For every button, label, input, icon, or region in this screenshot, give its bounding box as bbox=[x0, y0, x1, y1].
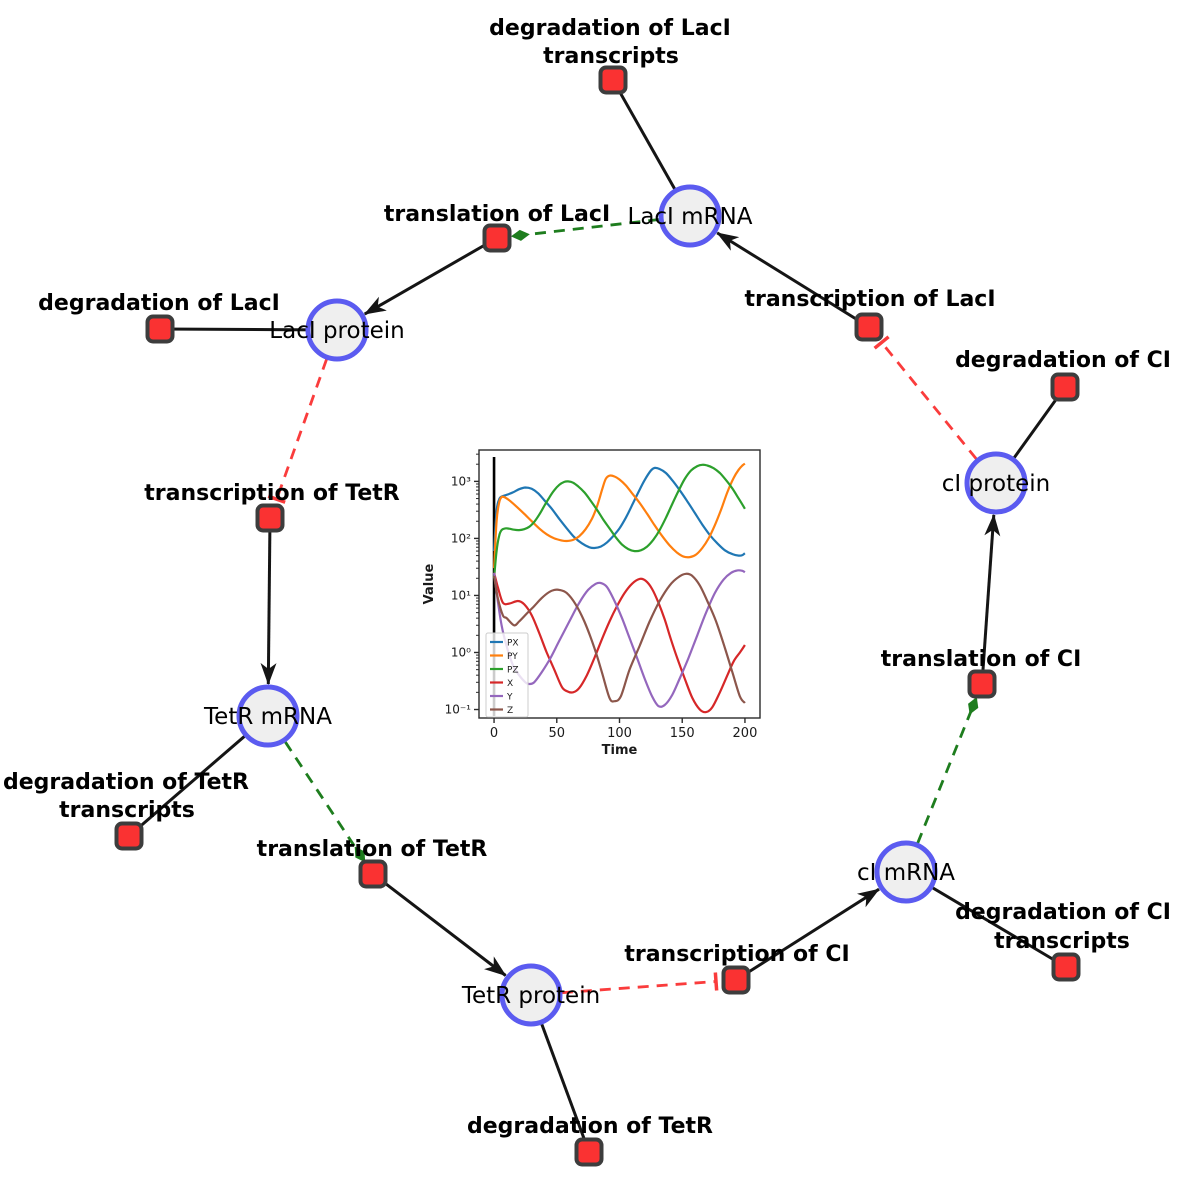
species-label-laci-protein: LacI protein bbox=[269, 318, 404, 344]
reaction-label-deg-tetr-transcripts-1: degradation of TetR bbox=[3, 770, 249, 795]
edge-transcription-ci-to-ci-mrna bbox=[735, 887, 880, 982]
edges-layer bbox=[128, 79, 1067, 1153]
species-node-ci-mrna[interactable] bbox=[874, 840, 938, 904]
series-line-PY bbox=[493, 462, 746, 569]
nodes-layer bbox=[114, 65, 1081, 1167]
legend-label-PZ: PZ bbox=[507, 666, 519, 676]
species-node-laci-protein[interactable] bbox=[305, 298, 369, 362]
reaction-label-transcription-ci: transcription of CI bbox=[624, 942, 849, 967]
x-tick-label: 100 bbox=[607, 726, 632, 741]
species-label-laci-mrna: LacI mRNA bbox=[628, 204, 753, 230]
edge-tetr-protein-inhibits-transcription-ci bbox=[561, 972, 719, 995]
series-line-Z bbox=[493, 572, 746, 704]
edge-ci-protein-inhibits-transcription-laci bbox=[873, 335, 978, 460]
reaction-node-deg-ci[interactable] bbox=[1050, 372, 1080, 402]
species-label-tetr-mrna: TetR mRNA bbox=[203, 704, 332, 730]
species-node-ci-protein[interactable] bbox=[964, 451, 1028, 515]
reaction-node-transcription-ci[interactable] bbox=[721, 965, 751, 995]
reaction-label-translation-ci: translation of CI bbox=[881, 647, 1082, 672]
reaction-label-deg-tetr-transcripts-2: transcripts bbox=[59, 798, 195, 823]
x-tick-label: 150 bbox=[670, 726, 695, 741]
edge-tetr-mrna-modifies-translation-tetr bbox=[284, 741, 366, 863]
y-tick-label: 10⁻¹ bbox=[445, 703, 472, 717]
reaction-node-deg-laci-transcripts[interactable] bbox=[598, 65, 628, 95]
series-line-X bbox=[493, 572, 746, 714]
edge-transcription-laci-to-laci-mrna bbox=[716, 231, 870, 329]
legend-label-Z: Z bbox=[507, 706, 513, 716]
legend-label-X: X bbox=[507, 679, 513, 689]
time-course-inset-plot: 0 50 100 150 200 10⁻¹ 10⁰ 10¹ 10² 10³ Time Value PX P… bbox=[422, 449, 761, 758]
species-label-tetr-protein: TetR protein bbox=[461, 983, 600, 1009]
legend-label-PX: PX bbox=[507, 639, 519, 649]
y-tick-label: 10³ bbox=[451, 474, 471, 488]
reaction-node-translation-ci[interactable] bbox=[967, 669, 997, 699]
legend-label-PY: PY bbox=[507, 652, 518, 662]
reaction-label-deg-ci-transcripts-1: degradation of CI bbox=[955, 900, 1171, 925]
edge-translation-ci-to-ci-protein bbox=[980, 513, 1001, 685]
edge-laci-protein-inhibits-transcription-tetr bbox=[267, 358, 328, 504]
edge-ci-mrna-modifies-translation-ci bbox=[916, 696, 979, 844]
y-tick-label: 10² bbox=[451, 531, 471, 545]
series-line-PX bbox=[493, 466, 746, 557]
reaction-label-deg-laci: degradation of LacI bbox=[38, 291, 280, 316]
y-tick-label: 10¹ bbox=[451, 588, 471, 602]
reaction-label-deg-laci-transcripts-1: degradation of LacI bbox=[489, 16, 731, 41]
reaction-label-translation-laci: translation of LacI bbox=[384, 202, 610, 227]
x-tick-label: 50 bbox=[549, 726, 566, 741]
reaction-label-transcription-tetr: transcription of TetR bbox=[144, 481, 400, 506]
species-node-laci-mrna[interactable] bbox=[658, 184, 722, 248]
species-label-ci-mrna: cI mRNA bbox=[857, 860, 955, 886]
reaction-label-deg-tetr: degradation of TetR bbox=[467, 1114, 713, 1139]
x-tick-label: 0 bbox=[490, 726, 498, 741]
reaction-node-deg-tetr[interactable] bbox=[574, 1137, 604, 1167]
edge-laci-mrna-modifies-translation-laci bbox=[510, 218, 660, 241]
edge-transcription-tetr-to-tetr-mrna bbox=[260, 517, 277, 685]
edge-translation-tetr-to-tetr-protein bbox=[372, 872, 507, 977]
reaction-node-deg-ci-transcripts[interactable] bbox=[1051, 952, 1081, 982]
reaction-node-translation-laci[interactable] bbox=[482, 223, 512, 253]
series-line-PZ bbox=[493, 463, 746, 579]
reaction-node-deg-tetr-transcripts[interactable] bbox=[114, 821, 144, 851]
labels-layer: LacI mRNA LacI protein cI protein TetR m… bbox=[3, 16, 1171, 1139]
species-label-ci-protein: cI protein bbox=[942, 471, 1051, 497]
reaction-label-deg-laci-transcripts-2: transcripts bbox=[543, 44, 679, 69]
y-axis-label: Value bbox=[422, 563, 437, 604]
edge-translation-laci-to-laci-protein bbox=[363, 236, 498, 316]
reaction-node-deg-laci[interactable] bbox=[145, 314, 175, 344]
y-tick-label: 10⁰ bbox=[451, 645, 471, 659]
reaction-label-deg-ci-transcripts-2: transcripts bbox=[994, 929, 1130, 954]
reaction-label-deg-ci: degradation of CI bbox=[955, 348, 1171, 373]
reaction-node-translation-tetr[interactable] bbox=[358, 859, 388, 889]
species-node-tetr-mrna[interactable] bbox=[236, 684, 300, 748]
reaction-label-translation-tetr: translation of TetR bbox=[257, 837, 488, 862]
reaction-node-transcription-tetr[interactable] bbox=[255, 503, 285, 533]
legend-label-Y: Y bbox=[506, 693, 513, 703]
x-tick-label: 200 bbox=[733, 726, 758, 741]
x-axis-label: Time bbox=[602, 743, 638, 758]
species-node-tetr-protein[interactable] bbox=[499, 963, 563, 1027]
reaction-label-transcription-laci: transcription of LacI bbox=[744, 287, 995, 312]
reaction-node-transcription-laci[interactable] bbox=[854, 312, 884, 342]
